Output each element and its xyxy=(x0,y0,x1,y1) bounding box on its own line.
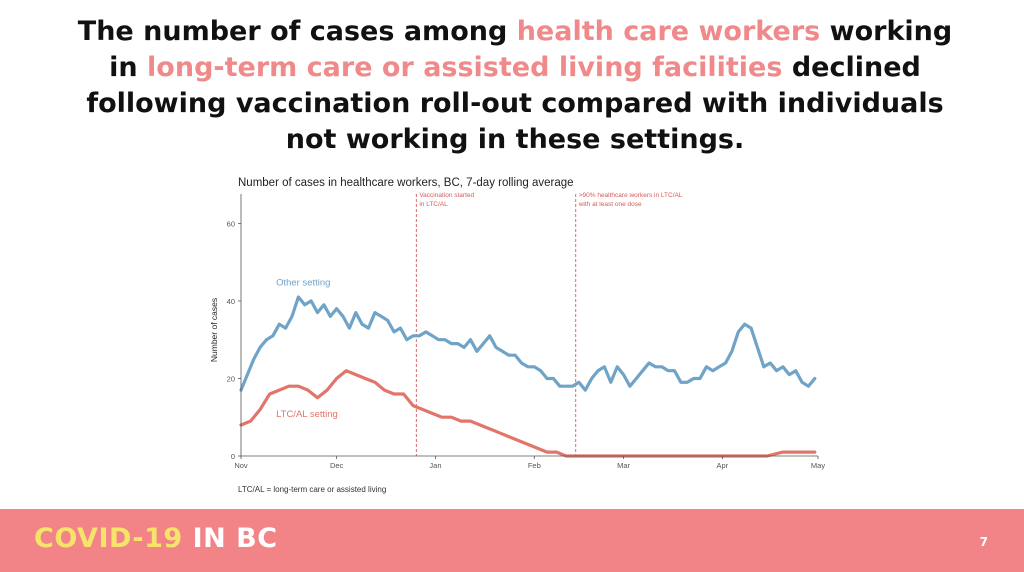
title-highlight: health care workers xyxy=(516,16,821,47)
series-label-ltc-al-setting: LTC/AL setting xyxy=(276,409,338,420)
x-tick-label: Jan xyxy=(429,461,441,470)
series-line-other-setting xyxy=(239,295,817,392)
page-number: 7 xyxy=(979,535,988,549)
chart-title: Number of cases in healthcare workers, B… xyxy=(238,177,574,189)
x-tick-label: Apr xyxy=(717,461,729,470)
title-text: working in xyxy=(109,16,953,83)
x-tick-label: Nov xyxy=(234,461,248,470)
annotation-text: with at least one dose xyxy=(578,201,642,208)
annotation-text: >90% healthcare workers in LTC/AL xyxy=(579,192,683,199)
x-tick-label: Mar xyxy=(617,461,630,470)
title-text: The number of cases among xyxy=(77,16,517,47)
y-tick-label: 20 xyxy=(227,374,235,383)
x-tick-label: May xyxy=(811,461,825,470)
title-highlight: long-term care or assisted living facili… xyxy=(147,52,783,83)
y-axis-label: Number of cases xyxy=(209,298,219,362)
annotation-text: Vaccination started xyxy=(419,192,474,199)
y-tick-label: 0 xyxy=(231,452,235,461)
footer-brand: COVID-19 IN BC xyxy=(34,523,278,554)
y-tick-label: 60 xyxy=(227,219,235,228)
x-tick-label: Dec xyxy=(330,461,344,470)
line-chart: Number of cases in healthcare workers, B… xyxy=(209,177,825,494)
brand-part-bc: IN BC xyxy=(192,523,278,554)
annotation-text: in LTC/AL xyxy=(419,201,448,208)
slide-footer: COVID-19 IN BC 7 xyxy=(0,509,1024,572)
chart-container: Number of cases in healthcare workers, B… xyxy=(190,168,830,498)
chart-footnote: LTC/AL = long-term care or assisted livi… xyxy=(238,485,386,494)
title-text: declined following vaccination roll-out … xyxy=(86,52,944,155)
y-tick-label: 40 xyxy=(227,297,235,306)
series-label-other-setting: Other setting xyxy=(276,277,330,288)
slide-title: The number of cases among health care wo… xyxy=(60,14,970,158)
brand-part-covid: COVID-19 xyxy=(34,523,183,554)
x-tick-label: Feb xyxy=(528,461,541,470)
